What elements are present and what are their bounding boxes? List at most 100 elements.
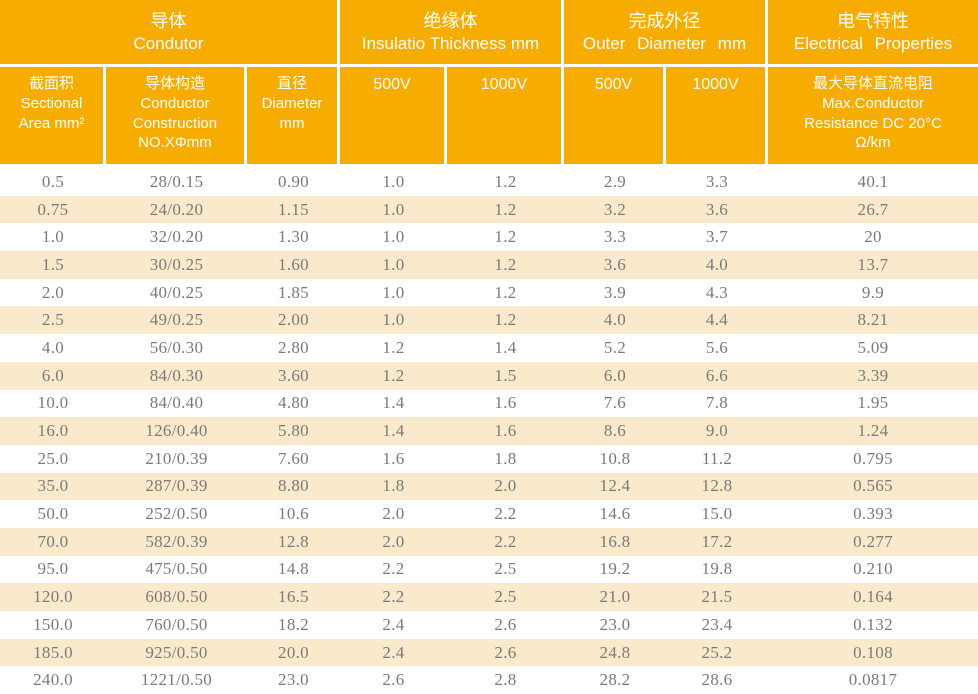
col-header-max-resistance: 最大导体直流电阻 Max.Conductor Resistance DC 20°… [768, 67, 978, 164]
table-cell: 2.6 [494, 642, 517, 662]
table-cell: 14.8 [278, 559, 309, 579]
group-header-conductor: 导体 Condutor [0, 0, 340, 64]
group-header-conductor-en: Condutor [133, 33, 204, 53]
table-cell: 24.8 [599, 642, 631, 662]
table-cell: 185.0 [33, 642, 73, 662]
table-cell: 19.2 [599, 559, 631, 579]
table-cell: 95.0 [37, 559, 69, 579]
table-cell: 7.6 [603, 393, 627, 413]
table-cell: 1.8 [494, 448, 517, 468]
col-header-conductor-construction: 导体构造 Conductor Construction NO.XΦmm [106, 67, 247, 164]
group-header-row: 导体 Condutor 绝缘体 Insulatio Thickness mm 完… [0, 0, 978, 67]
table-cell: 16.8 [599, 531, 631, 551]
table-cell: 925/0.50 [145, 642, 208, 662]
table-cell: 3.60 [278, 365, 309, 385]
table-cell: 23.0 [278, 670, 309, 690]
table-row: 150.0 760/0.50 18.2 2.4 2.6 23.0 23.4 0.132 [0, 611, 978, 639]
table-row: 185.0 925/0.50 20.0 2.4 2.6 24.8 25.2 0.108 [0, 638, 978, 667]
table-row: 240.0 1221/0.50 23.0 2.6 2.8 28.2 28.6 0.0817 [0, 666, 978, 694]
table-cell: 150.0 [33, 614, 73, 634]
table-cell: 0.108 [853, 642, 893, 662]
table-row: 25.0 210/0.39 7.60 1.6 1.8 10.8 11.2 0.795 [0, 444, 978, 473]
table-cell: 16.5 [278, 587, 309, 607]
table-cell: 5.6 [705, 337, 729, 357]
table-cell: 13.7 [857, 254, 889, 274]
table-cell: 7.8 [705, 393, 729, 413]
table-cell: 252/0.50 [145, 504, 208, 524]
table-cell: 2.5 [41, 310, 65, 330]
table-row: 1.0 32/0.20 1.30 1.0 1.2 3.3 3.7 20 [0, 223, 978, 252]
table-cell: 7.60 [278, 448, 309, 468]
table-row: 2.0 40/0.25 1.85 1.0 1.2 3.9 4.3 9.9 [0, 278, 978, 307]
table-cell: 23.4 [701, 614, 733, 634]
table-cell: 0.795 [853, 448, 893, 468]
table-cell: 5.2 [603, 337, 627, 357]
table-cell: 30/0.25 [149, 254, 204, 274]
table-cell: 24/0.20 [149, 199, 204, 219]
table-cell: 3.39 [857, 365, 889, 385]
table-row: 120.0 608/0.50 16.5 2.2 2.5 21.0 21.5 0.164 [0, 583, 978, 611]
table-cell: 56/0.30 [149, 337, 204, 357]
table-row: 2.5 49/0.25 2.00 1.0 1.2 4.0 4.4 8.21 [0, 306, 978, 335]
table-cell: 10.6 [278, 504, 309, 524]
table-cell: 126/0.40 [145, 421, 208, 441]
col-header-outer-1000v: 1000V [666, 67, 768, 164]
col-header-insulation-1000v: 1000V [447, 67, 564, 164]
table-row: 50.0 252/0.50 10.6 2.0 2.2 14.6 15.0 0.393 [0, 500, 978, 528]
table-cell: 8.6 [603, 421, 627, 441]
table-cell: 18.2 [278, 614, 309, 634]
table-cell: 3.9 [603, 282, 627, 302]
table-cell: 240.0 [33, 670, 73, 690]
table-cell: 1.2 [494, 199, 517, 219]
table-cell: 1.4 [494, 337, 517, 357]
col-header-diameter: 直径 Diameter mm [247, 67, 340, 164]
table-cell: 9.9 [861, 282, 885, 302]
table-cell: 6.6 [705, 365, 729, 385]
table-row: 0.75 24/0.20 1.15 1.0 1.2 3.2 3.6 26.7 [0, 195, 978, 224]
table-cell: 2.2 [382, 559, 405, 579]
table-cell: 16.0 [37, 421, 69, 441]
table-cell: 17.2 [701, 531, 733, 551]
table-cell: 582/0.39 [145, 531, 208, 551]
table-cell: 8.80 [278, 476, 309, 496]
table-cell: 23.0 [599, 614, 631, 634]
table-cell: 10.8 [599, 448, 631, 468]
table-cell: 0.565 [853, 476, 893, 496]
table-cell: 0.75 [37, 199, 69, 219]
table-cell: 1.6 [382, 448, 405, 468]
table-row: 70.0 582/0.39 12.8 2.0 2.2 16.8 17.2 0.277 [0, 527, 978, 556]
table-cell: 5.09 [857, 337, 889, 357]
table-cell: 28.2 [599, 670, 631, 690]
table-cell: 1.0 [382, 199, 405, 219]
group-header-conductor-zh: 导体 [150, 11, 187, 32]
table-cell: 2.0 [494, 476, 517, 496]
table-cell: 50.0 [37, 504, 69, 524]
table-cell: 1.6 [494, 421, 517, 441]
table-cell: 3.2 [603, 199, 627, 219]
table-row: 1.5 30/0.25 1.60 1.0 1.2 3.6 4.0 13.7 [0, 251, 978, 279]
table-cell: 1.85 [278, 282, 309, 302]
table-cell: 1.6 [494, 393, 517, 413]
group-header-insulation: 绝缘体 Insulatio Thickness mm [340, 0, 564, 64]
table-cell: 1.0 [382, 227, 405, 247]
table-cell: 0.277 [853, 531, 893, 551]
table-row: 95.0 475/0.50 14.8 2.2 2.5 19.2 19.8 0.210 [0, 555, 978, 584]
table-cell: 2.2 [494, 531, 517, 551]
group-header-electrical-en: Electrical Properties [793, 33, 953, 53]
table-cell: 1.60 [278, 254, 309, 274]
table-cell: 84/0.40 [149, 393, 204, 413]
table-row: 6.0 84/0.30 3.60 1.2 1.5 6.0 6.6 3.39 [0, 361, 978, 390]
table-cell: 6.0 [41, 365, 65, 385]
table-cell: 1.8 [382, 476, 405, 496]
table-cell: 25.2 [701, 642, 733, 662]
table-cell: 2.0 [382, 531, 405, 551]
table-cell: 20 [864, 227, 882, 247]
table-cell: 14.6 [599, 504, 631, 524]
col-header-outer-500v: 500V [564, 67, 666, 164]
table-cell: 2.5 [494, 587, 517, 607]
table-cell: 2.00 [278, 310, 309, 330]
table-cell: 2.6 [494, 614, 517, 634]
table-cell: 1.2 [382, 337, 405, 357]
table-cell: 1.2 [382, 365, 405, 385]
